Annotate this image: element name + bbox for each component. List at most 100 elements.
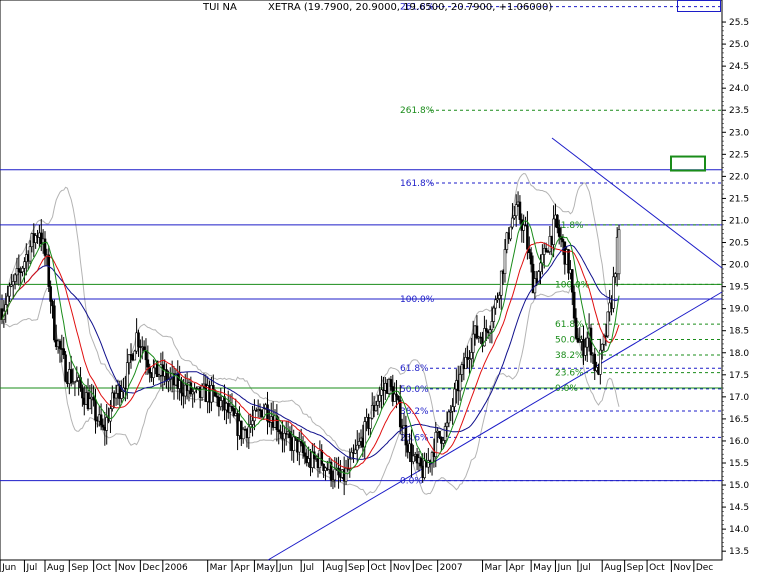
candle-body xyxy=(200,385,204,398)
candle-body xyxy=(471,333,475,353)
candle-body xyxy=(546,251,550,254)
candle-body xyxy=(567,249,570,274)
candle-body xyxy=(47,254,51,287)
candle-body xyxy=(146,359,150,368)
candle-body xyxy=(127,354,131,364)
x-tick-label: 2007 xyxy=(440,563,463,572)
candle-body xyxy=(58,340,62,349)
candle-body xyxy=(266,404,269,422)
candle-body xyxy=(142,346,146,351)
candle-body xyxy=(556,214,559,229)
candle-body xyxy=(404,425,408,446)
candle-body xyxy=(483,328,486,347)
y-tick-label: 19.5 xyxy=(729,283,749,293)
candle-body xyxy=(585,337,589,348)
x-tick-label: Jun xyxy=(278,563,293,572)
candle-body xyxy=(529,252,533,265)
candle-body xyxy=(593,353,597,371)
y-tick-label: 24.5 xyxy=(729,62,749,72)
candle-body xyxy=(524,224,527,227)
candle-body xyxy=(438,430,441,438)
candle-body xyxy=(539,262,542,272)
fib-label-5: 38.2% xyxy=(400,407,429,417)
candle-body xyxy=(125,362,129,389)
candle-body xyxy=(253,409,256,422)
candle-body xyxy=(447,411,451,424)
candle-body xyxy=(584,346,587,356)
legend-box xyxy=(677,0,721,12)
candle-body xyxy=(423,460,426,478)
x-tick-label: Apr xyxy=(234,563,250,572)
candle-body xyxy=(92,396,95,401)
candle-body xyxy=(460,364,464,375)
candle-body xyxy=(279,431,282,435)
candle-body xyxy=(458,374,462,392)
y-tick-label: 23.0 xyxy=(729,128,749,138)
candle-body xyxy=(449,410,453,413)
candle-body xyxy=(111,392,114,409)
candle-body xyxy=(441,440,445,444)
candle-body xyxy=(39,232,43,245)
candle-body xyxy=(155,360,159,377)
y-tick-label: 19.0 xyxy=(729,305,749,315)
candle-body xyxy=(488,329,492,334)
candle-body xyxy=(241,429,245,440)
x-tick-label: Nov xyxy=(673,563,691,572)
candle-body xyxy=(522,224,525,231)
candle-body xyxy=(137,332,140,347)
y-tick-label: 14.0 xyxy=(729,525,749,535)
candle-body xyxy=(427,460,430,468)
candle-body xyxy=(99,414,103,426)
y-tick-label: 15.5 xyxy=(729,459,749,469)
candle-body xyxy=(49,286,52,302)
candle-body xyxy=(397,395,400,401)
candle-body xyxy=(331,479,335,482)
candle-body xyxy=(613,273,617,278)
candle-body xyxy=(21,267,24,273)
x-tick-label: Aug xyxy=(604,563,622,572)
candle-body xyxy=(10,284,13,287)
candle-body xyxy=(75,380,79,382)
fib-label-10: 61.8% xyxy=(555,320,584,330)
candle-body xyxy=(505,232,509,250)
x-tick-label: 2006 xyxy=(165,563,188,572)
candle-body xyxy=(513,215,516,219)
candle-body xyxy=(19,271,22,273)
candle-body xyxy=(247,426,251,439)
candle-body xyxy=(348,458,352,470)
candle-body xyxy=(62,348,66,356)
y-tick-label: 20.0 xyxy=(729,261,749,271)
x-tick-label: Dec xyxy=(696,563,713,572)
candle-body xyxy=(228,406,232,413)
candle-body xyxy=(277,429,281,433)
y-tick-label: 25.5 xyxy=(729,18,749,28)
candle-body xyxy=(398,399,402,428)
candle-body xyxy=(464,357,468,370)
x-tick-label: Sep xyxy=(71,563,88,572)
fib-label-15: 261.8% xyxy=(400,3,435,13)
candle-body xyxy=(552,218,555,245)
candle-body xyxy=(570,269,574,293)
candle-body xyxy=(419,457,423,467)
candle-body xyxy=(434,432,438,457)
candle-body xyxy=(133,350,137,361)
candle-body xyxy=(503,249,507,274)
candle-body xyxy=(232,408,236,416)
x-tick-label: May xyxy=(256,563,275,572)
candle-body xyxy=(410,443,413,463)
x-tick-label: Mar xyxy=(210,563,227,572)
candle-body xyxy=(51,301,54,307)
y-tick-label: 21.5 xyxy=(729,194,749,204)
candle-body xyxy=(354,449,357,454)
y-tick-label: 14.5 xyxy=(729,503,749,513)
candle-body xyxy=(490,321,494,331)
y-tick-label: 15.0 xyxy=(729,481,749,491)
candle-body xyxy=(445,422,449,427)
candle-body xyxy=(28,246,32,262)
candle-body xyxy=(193,387,196,393)
trendline-support xyxy=(267,291,723,561)
x-tick-label: Nov xyxy=(393,563,411,572)
candle-body xyxy=(144,350,148,361)
candle-body xyxy=(572,291,576,319)
